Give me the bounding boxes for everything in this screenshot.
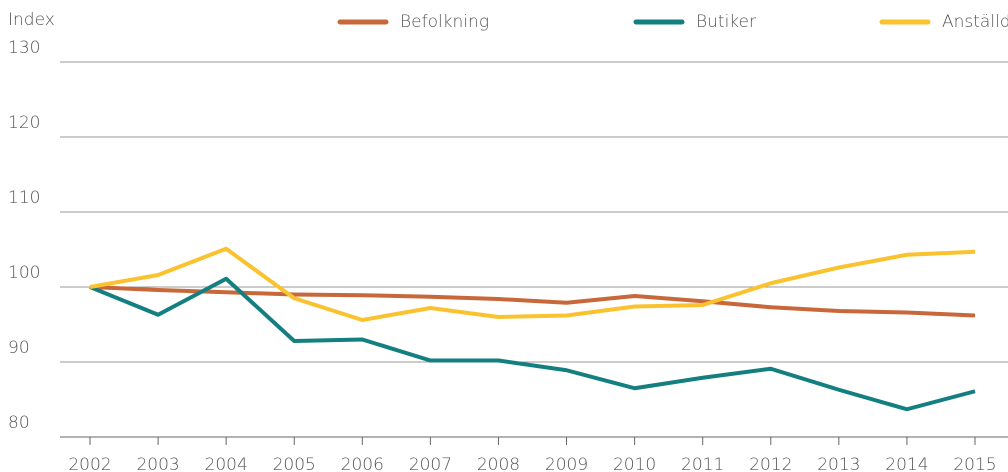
x-tick-label: 2002: [68, 455, 111, 472]
x-tick-label: 2012: [749, 455, 792, 472]
x-tick-label: 2014: [885, 455, 928, 472]
x-tick-label: 2010: [613, 455, 656, 472]
x-tick-label: 2009: [545, 455, 588, 472]
x-tick-label: 2004: [205, 455, 248, 472]
y-tick-label: 80: [8, 413, 30, 433]
series-line: [89, 276, 976, 412]
legend-label: Butiker: [696, 12, 756, 32]
y-axis-label: Index: [8, 10, 55, 30]
x-tick-label: 2005: [273, 455, 316, 472]
y-tick-label: 100: [8, 263, 40, 283]
legend-label: Befolkning: [400, 12, 489, 32]
y-tick-label: 90: [8, 338, 30, 358]
legend-label: Anställda: [942, 12, 1008, 32]
series-line: [89, 246, 976, 322]
x-tick-label: 2006: [341, 455, 384, 472]
y-tick-label: 130: [8, 38, 40, 58]
x-tick-label: 2007: [409, 455, 452, 472]
y-tick-label: 120: [8, 113, 40, 133]
x-tick-label: 2008: [477, 455, 520, 472]
x-tick-label: 2011: [681, 455, 724, 472]
x-tick-label: 2015: [953, 455, 996, 472]
y-tick-label: 110: [8, 188, 40, 208]
series-line: [89, 285, 976, 318]
x-tick-label: 2013: [817, 455, 860, 472]
x-tick-label: 2003: [136, 455, 179, 472]
